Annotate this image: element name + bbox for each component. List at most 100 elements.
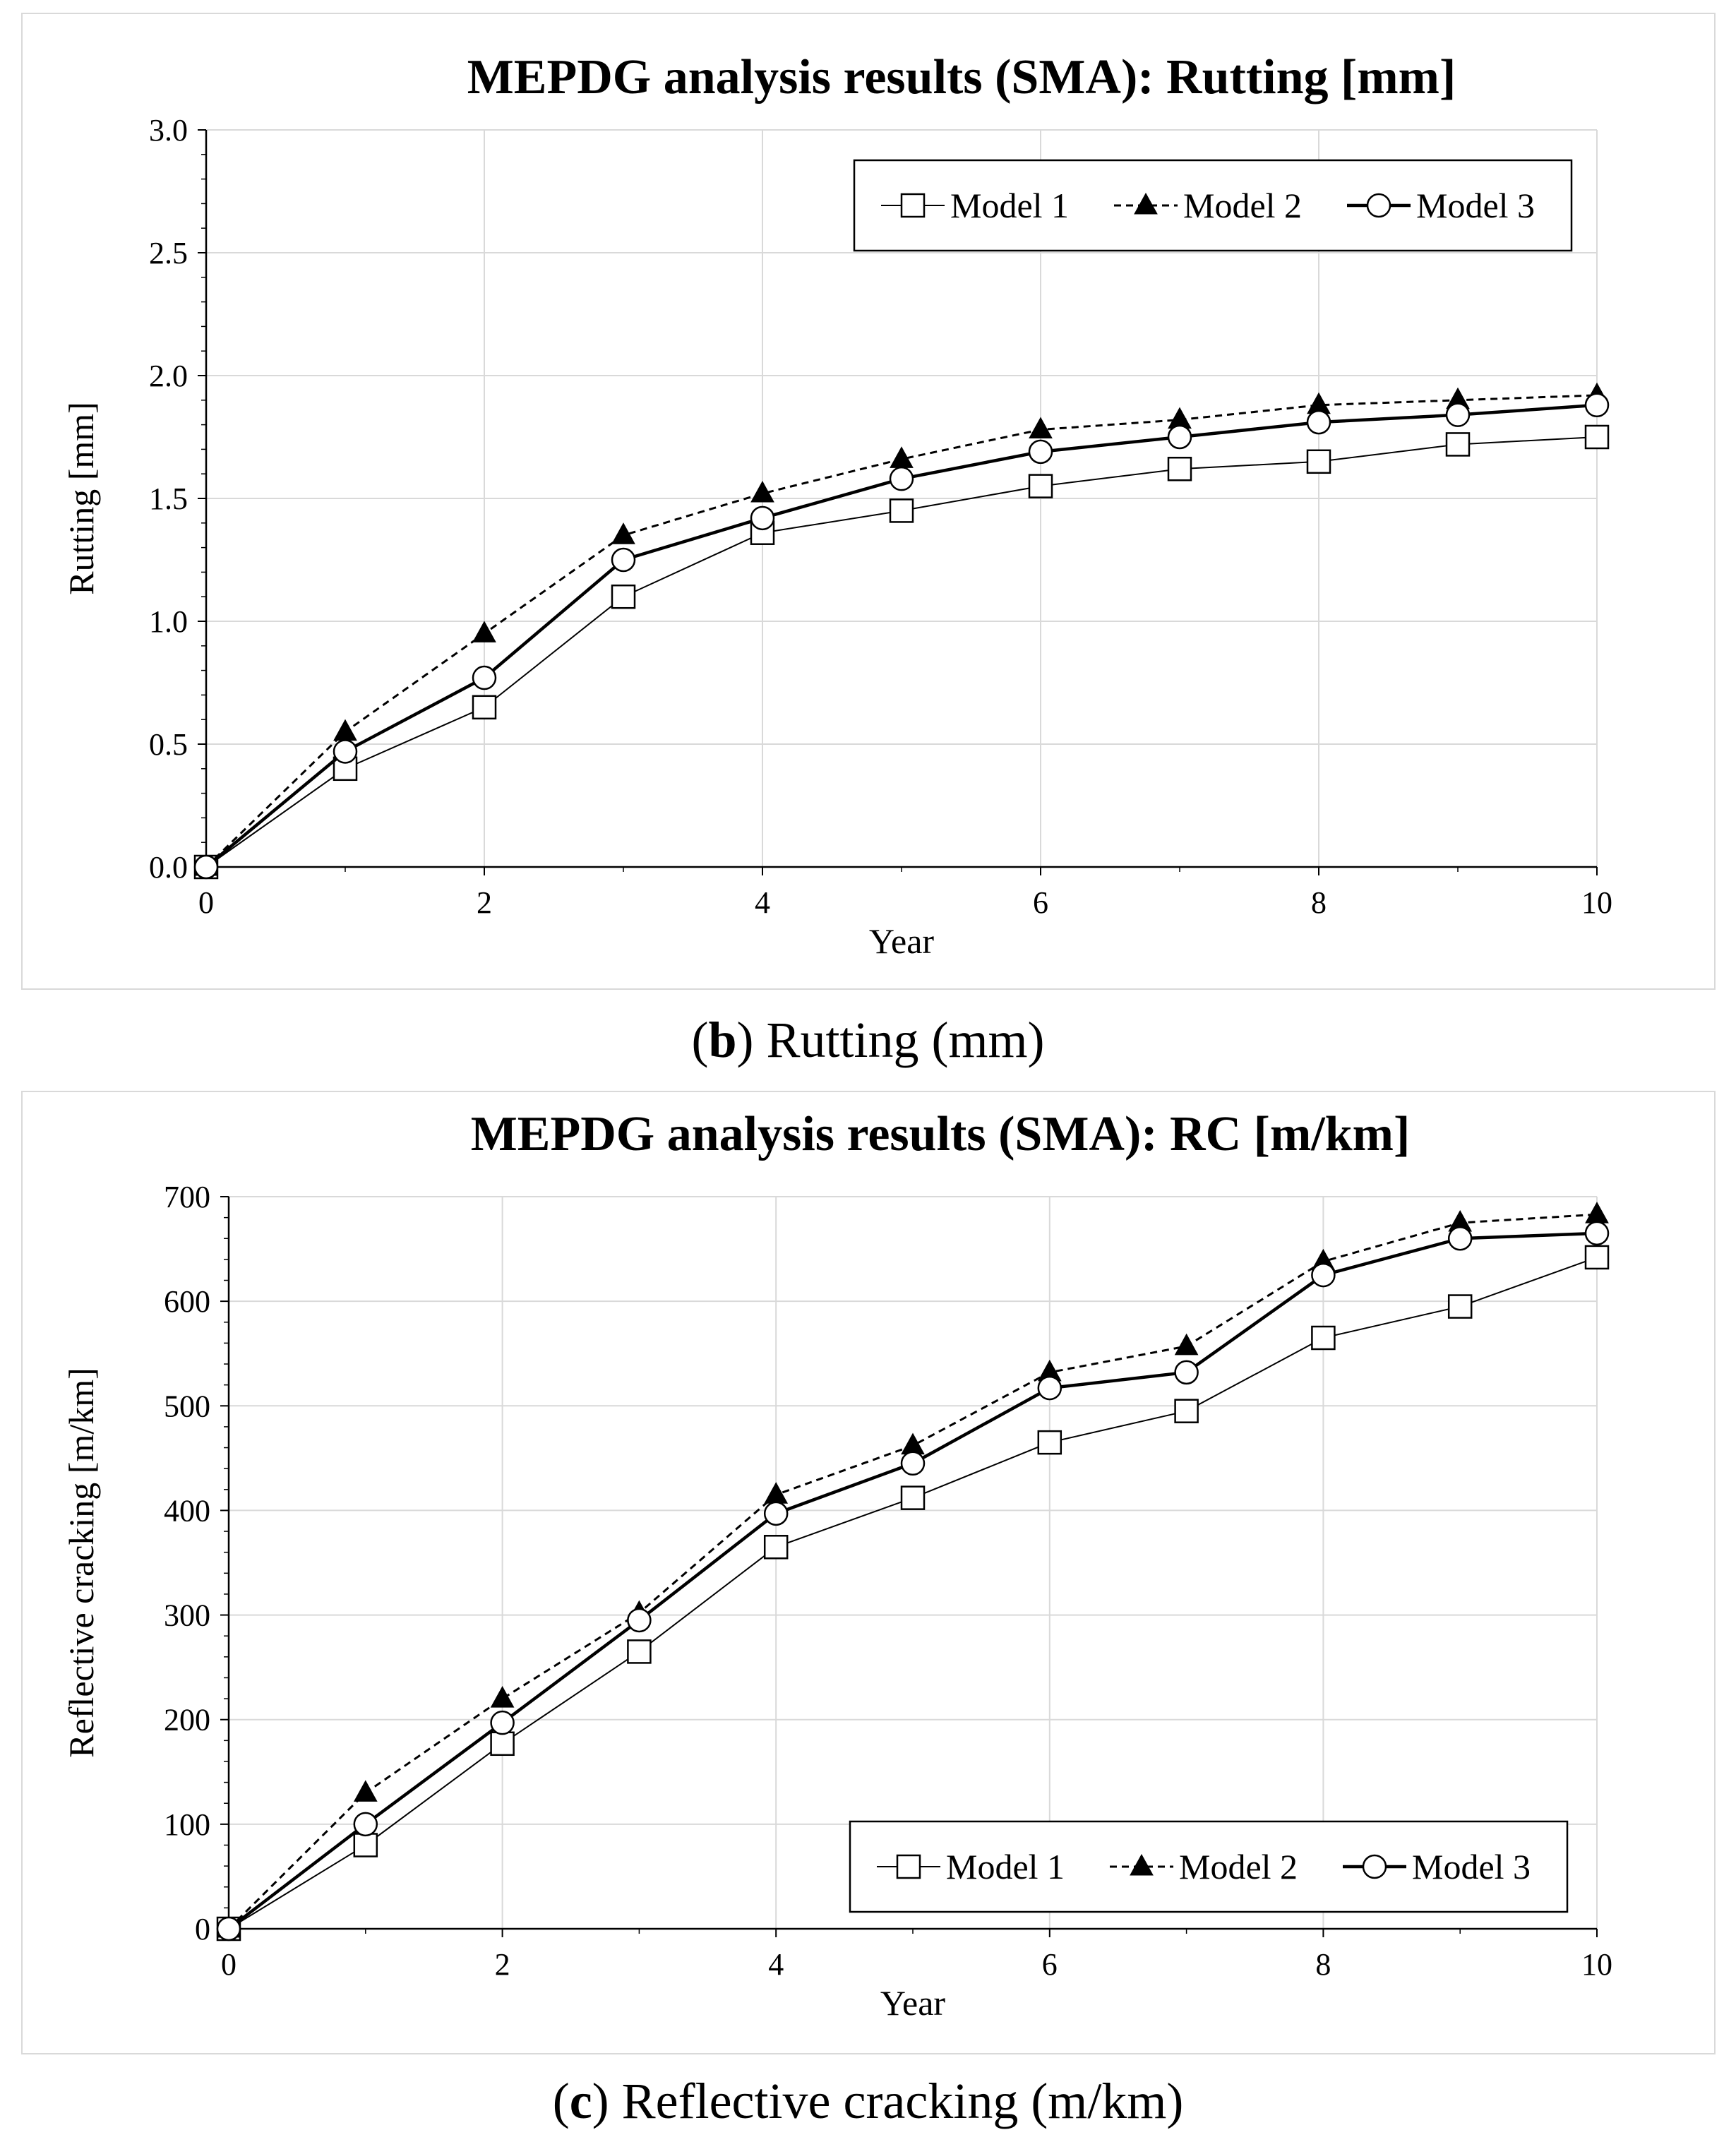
x-tick-label: 0 — [198, 885, 214, 920]
legend-swatch-marker — [1130, 1853, 1154, 1876]
data-point — [193, 854, 219, 880]
caption-text: Reflective cracking (m/km) — [609, 2073, 1184, 2129]
data-point — [1174, 1399, 1199, 1423]
data-point — [472, 695, 497, 720]
chart-panel-reflective-cracking: MEPDG analysis results (SMA): RC [m/km] 0… — [21, 1091, 1716, 2054]
data-point — [1447, 1294, 1473, 1319]
data-point — [1584, 393, 1610, 418]
x-tick-label: 2 — [477, 885, 492, 920]
y-tick-label: 3.0 — [149, 113, 188, 148]
data-point — [1311, 1325, 1336, 1351]
x-tick-label: 6 — [1033, 885, 1048, 920]
data-point — [611, 584, 636, 609]
x-tick-label: 10 — [1581, 1947, 1612, 1982]
caption-text: Rutting (mm) — [753, 1012, 1045, 1068]
data-point — [901, 1432, 925, 1455]
data-point — [490, 1731, 515, 1757]
caption-rutting: (b) Rutting (mm) — [691, 1012, 1045, 1068]
data-point — [472, 621, 496, 642]
series-model-3 — [216, 1221, 1610, 1941]
data-point — [353, 1833, 378, 1857]
data-point — [353, 1812, 378, 1837]
y-tick-label: 400 — [164, 1493, 210, 1528]
data-point — [333, 739, 358, 764]
data-point — [1447, 1226, 1473, 1251]
data-point — [1029, 417, 1053, 439]
x-tick-label: 8 — [1311, 885, 1327, 920]
legend-label: Model 3 — [1412, 1847, 1531, 1886]
x-tick-label: 8 — [1315, 1947, 1331, 1982]
data-point — [1311, 1262, 1336, 1288]
data-point — [611, 547, 636, 573]
x-tick-label: 0 — [221, 1947, 237, 1982]
legend-box — [853, 159, 1573, 252]
legend-label: Model 3 — [1416, 186, 1535, 225]
rutting-chart: MEPDG analysis results (SMA): Rutting [m… — [61, 50, 1612, 961]
y-tick-label: 1.0 — [149, 604, 188, 639]
data-point — [750, 505, 775, 531]
series-model-3 — [193, 393, 1610, 880]
legend: Model 1 Model 2 Model 3 — [849, 1820, 1569, 1913]
data-point — [1584, 1245, 1610, 1270]
data-point — [611, 522, 635, 544]
data-point — [1584, 424, 1610, 450]
chart-title: MEPDG analysis results (SMA): RC [m/km] — [471, 1107, 1411, 1161]
legend-swatch-marker — [1362, 1854, 1387, 1879]
data-point — [1445, 402, 1471, 427]
data-point — [1445, 432, 1471, 457]
data-point — [900, 1485, 926, 1510]
x-axis-label: Year — [869, 921, 934, 961]
series-model-2 — [194, 382, 1609, 876]
y-tick-label: 600 — [164, 1284, 210, 1319]
data-point — [490, 1710, 515, 1735]
x-tick-label: 4 — [768, 1947, 784, 1982]
data-point — [627, 1608, 652, 1633]
data-point — [333, 719, 357, 741]
y-tick-label: 0 — [195, 1912, 210, 1946]
y-tick-label: 0.0 — [149, 850, 188, 885]
y-tick-label: 0.5 — [149, 727, 188, 762]
legend-swatch-marker — [896, 1854, 921, 1879]
x-tick-label: 2 — [495, 1947, 510, 1982]
y-tick-label: 700 — [164, 1180, 210, 1214]
data-point — [1037, 1430, 1062, 1455]
chart-title: MEPDG analysis results (SMA): Rutting [m… — [467, 50, 1456, 104]
data-point — [889, 498, 914, 523]
data-point — [900, 1451, 926, 1476]
data-point — [763, 1535, 789, 1560]
data-point — [763, 1501, 789, 1526]
data-point — [1174, 1333, 1199, 1356]
y-tick-label: 300 — [164, 1598, 210, 1633]
y-tick-label: 2.0 — [149, 359, 188, 393]
caption-reflective-cracking: (c) Reflective cracking (m/km) — [552, 2073, 1184, 2129]
legend-swatch-marker — [1366, 193, 1391, 218]
x-axis-label: Year — [880, 1983, 945, 2023]
y-tick-label: 100 — [164, 1807, 210, 1842]
data-point — [472, 665, 497, 690]
data-point — [627, 1639, 652, 1664]
series-model-1 — [193, 424, 1610, 880]
series-model-1 — [216, 1245, 1610, 1941]
legend-swatch-marker — [1134, 192, 1158, 215]
data-point — [750, 481, 774, 503]
legend-label: Model 1 — [946, 1847, 1065, 1886]
y-tick-label: 200 — [164, 1703, 210, 1737]
data-point — [353, 1780, 378, 1802]
data-point — [490, 1686, 515, 1708]
data-point — [216, 1916, 241, 1941]
caption-letter: b — [708, 1012, 737, 1068]
grid — [206, 129, 1598, 867]
data-point — [1584, 1221, 1610, 1246]
data-point — [1028, 474, 1053, 498]
legend-label: Model 1 — [950, 186, 1069, 225]
x-tick-label: 10 — [1581, 885, 1612, 920]
reflective-cracking-chart: MEPDG analysis results (SMA): RC [m/km] 0… — [61, 1107, 1612, 2023]
data-point — [1306, 409, 1331, 435]
y-tick-label: 500 — [164, 1389, 210, 1423]
legend-swatch-marker — [900, 193, 926, 218]
legend-box — [849, 1820, 1569, 1913]
data-point — [1306, 449, 1331, 474]
y-axis-label: Rutting [mm] — [61, 402, 101, 595]
y-tick-label: 1.5 — [149, 481, 188, 516]
caption-letter: c — [569, 2073, 592, 2129]
